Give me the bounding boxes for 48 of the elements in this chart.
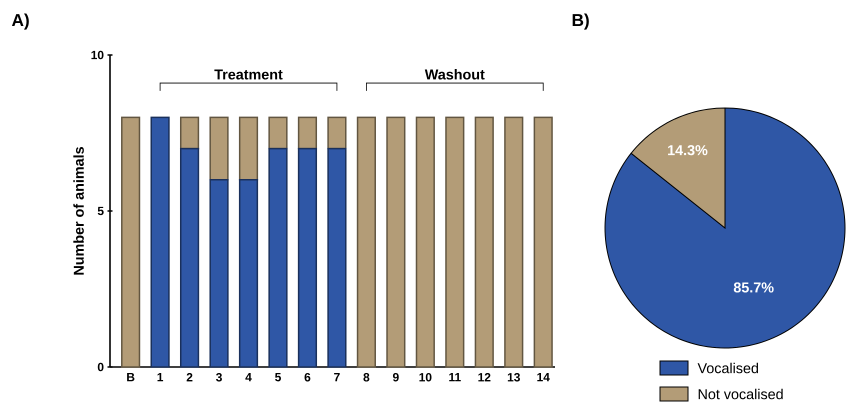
chart-title: B) [572,14,589,30]
x-tick-label: 9 [392,373,399,382]
y-axis-title: Number of animals [73,147,84,275]
bar [180,116,200,150]
bar [298,148,318,368]
x-tick-label: 11 [449,373,461,382]
annotation: Treatment [214,70,283,80]
legend-label: Vocalised [698,362,758,374]
bar [268,148,288,368]
x-tick-label: B [127,373,134,382]
bar [150,116,170,368]
x-tick-label: 12 [478,373,490,382]
bar [356,116,376,368]
x-tick-label: 14 [537,373,550,382]
x-tick-label: 8 [363,373,370,382]
y-tick-label: 0 [98,362,104,372]
x-tick-label: 5 [275,373,281,382]
bar [238,116,258,181]
x-tick-label: 2 [186,373,192,382]
bar [474,116,494,368]
x-tick-label: 10 [419,373,432,382]
bar [121,116,140,368]
bar [209,179,229,368]
bar [268,116,288,150]
x-tick-label: 7 [334,373,340,382]
legend-label: Not vocalised [698,388,783,400]
annotation: Washout [424,69,485,80]
chart-title: A) [12,14,29,30]
bar [298,116,318,150]
y-tick-label: 10 [91,50,104,60]
x-tick-label: 6 [304,373,310,382]
bar [327,116,347,150]
data-label: 85.7% [734,282,774,293]
x-tick-label: 13 [508,373,520,382]
x-tick-label: 1 [158,373,164,382]
bar [209,116,229,181]
bar [416,116,435,368]
bar [445,116,464,368]
bar [504,116,524,368]
bar [327,148,347,368]
data-label: 14.3% [668,145,708,156]
y-tick-label: 5 [98,206,104,216]
bar [534,116,553,368]
x-tick-label: 3 [216,373,222,382]
bar [386,116,406,368]
bar [238,179,258,368]
bar [180,148,200,368]
x-tick-label: 4 [245,373,252,382]
